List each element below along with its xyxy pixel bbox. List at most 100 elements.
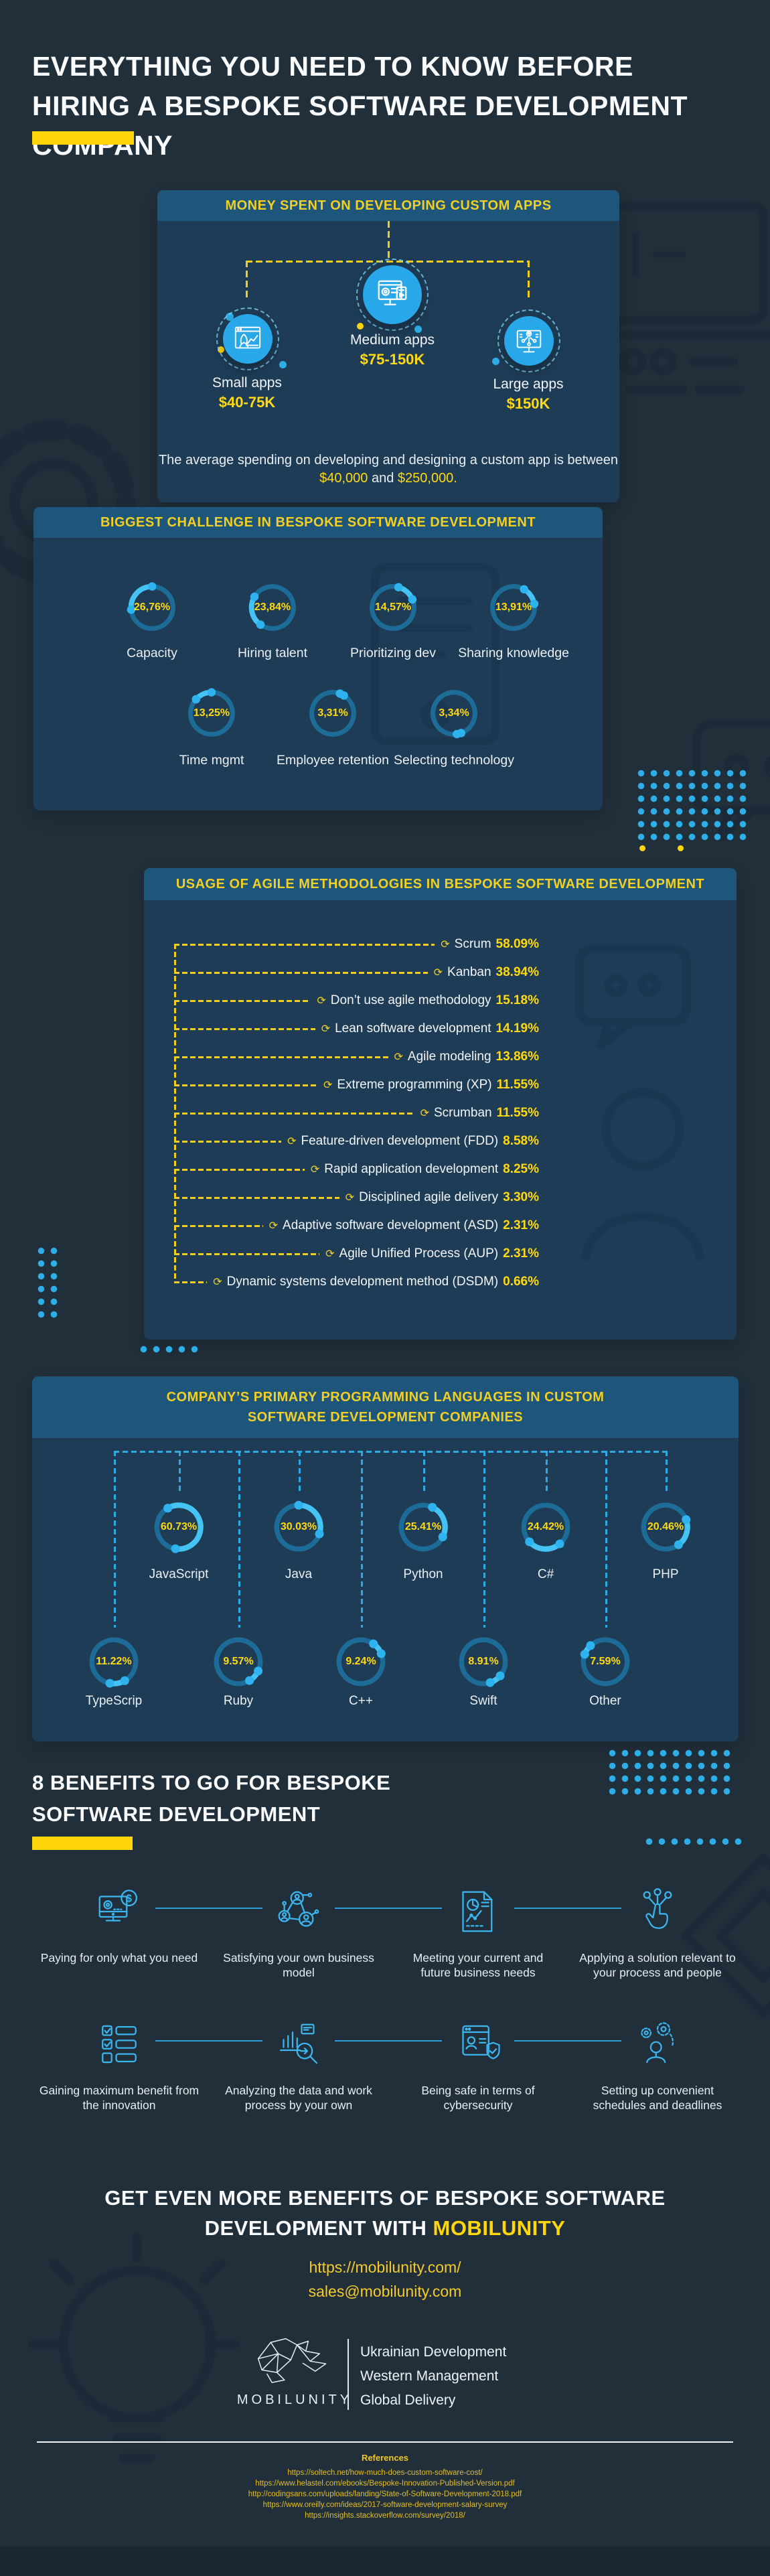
challenge-donut-value: 13,91% [495, 601, 532, 613]
agile-value: 11.55% [496, 1078, 539, 1092]
agile-label: Scrum [454, 937, 491, 951]
donut-ring [369, 583, 417, 632]
agile-row: ⟳ Adaptive software development (ASD) 2.… [174, 1217, 539, 1234]
challenge-donut: 14,57% [362, 576, 425, 639]
logo-tagline: Western Management [360, 2368, 499, 2384]
donut-ring [187, 688, 236, 737]
agile-label: Lean software development [335, 1021, 491, 1035]
agile-value: 15.18% [495, 993, 539, 1007]
security-shield-icon [398, 2017, 558, 2068]
language-label: C++ [349, 1694, 373, 1708]
dashed-connector [246, 261, 248, 299]
refresh-icon: ⟳ [213, 1275, 222, 1288]
agile-label: Adaptive software development (ASD) [283, 1218, 499, 1232]
language-label: C# [537, 1567, 554, 1581]
dashed-connector [114, 1451, 666, 1453]
challenge-label: Selecting technology [394, 753, 514, 768]
email-link[interactable]: sales@mobilunity.com [308, 2283, 462, 2300]
agile-panel: USAGE OF AGILE METHODOLOGIES IN BESPOKE … [144, 868, 737, 1340]
agile-label: Scrumban [433, 1106, 492, 1120]
small-apps-circle [216, 307, 279, 370]
language-donut: 25.41% [390, 1494, 456, 1560]
agile-value: 38.94% [495, 965, 539, 979]
small-app-rocket-icon [223, 314, 273, 364]
refresh-icon: ⟳ [325, 1247, 335, 1260]
money-note-and: and [368, 471, 398, 486]
money-note-line2: $40,000 and $250,000. [157, 471, 619, 486]
logo-tagline: Global Delivery [360, 2392, 456, 2408]
challenge-donut: 23,84% [241, 576, 304, 639]
dashed-connector [174, 1281, 208, 1283]
decor-dot [492, 358, 499, 365]
benefit-label: Satisfying your own business model [223, 1951, 374, 1979]
reference-link[interactable]: https://www.helastel.com/ebooks/Bespoke-… [255, 2480, 515, 2488]
agile-value: 13.86% [495, 1050, 539, 1064]
benefit-connector-line [514, 1908, 621, 1909]
language-donut: 30.03% [266, 1494, 331, 1560]
refresh-icon: ⟳ [323, 1078, 333, 1091]
benefit-connector-line [335, 2040, 442, 2042]
benefit-item: $ Paying for only what you need [39, 1885, 200, 1965]
decor-dot-grid [643, 1835, 745, 1848]
language-donut-value: 8.91% [468, 1656, 499, 1667]
language-donut-value: 60.73% [160, 1521, 198, 1532]
agile-row: ⟳ Lean software development 14.19% [174, 1020, 539, 1037]
dashed-connector [179, 1451, 181, 1493]
reference-link[interactable]: https://soltech.net/how-much-does-custom… [287, 2469, 483, 2477]
hand-click-icon [577, 1885, 738, 1936]
reference-link[interactable]: https://insights.stackoverflow.com/surve… [305, 2512, 465, 2520]
language-donut: 11.22% [81, 1629, 147, 1695]
decor-dot [357, 323, 364, 330]
agile-row: ⟳ Extreme programming (XP) 11.55% [174, 1076, 539, 1094]
agile-row: ⟳ Don’t use agile methodology 15.18% [174, 992, 539, 1009]
agile-row: ⟳ Rapid application development 8.25% [174, 1161, 539, 1178]
language-donut-value: 7.59% [590, 1656, 621, 1667]
data-analysis-icon [218, 2017, 379, 2068]
language-donut-value: 24.42% [527, 1521, 564, 1532]
benefit-item: Analyzing the data and work process by y… [218, 2017, 379, 2113]
website-link[interactable]: https://mobilunity.com/ [309, 2259, 461, 2276]
dashed-connector [605, 1451, 607, 1628]
agile-value: 0.66% [503, 1275, 539, 1289]
challenge-donut-value: 13,25% [193, 707, 230, 719]
dashed-connector [388, 221, 390, 263]
language-donut-value: 30.03% [280, 1521, 317, 1532]
benefit-item: Gaining maximum benefit from the innovat… [39, 2017, 200, 2113]
donut-ring [336, 1637, 386, 1687]
benefit-item: Applying a solution relevant to your pro… [577, 1885, 738, 1980]
refresh-icon: ⟳ [394, 1050, 403, 1063]
dashed-connector [666, 1451, 668, 1493]
benefit-label: Meeting your current and future business… [412, 1951, 544, 1979]
reference-link[interactable]: http://codingsans.com/uploads/landing/St… [248, 2490, 522, 2498]
benefit-connector-line [335, 1908, 442, 1909]
dashed-connector [546, 1451, 548, 1493]
challenge-donut-value: 3,31% [317, 707, 348, 719]
money-item-label: Large apps [493, 376, 564, 392]
people-network-icon [218, 1885, 379, 1936]
agile-panel-header: USAGE OF AGILE METHODOLOGIES IN BESPOKE … [144, 868, 737, 900]
agile-label: Disciplined agile delivery [359, 1190, 499, 1204]
agile-row: ⟳ Kanban 38.94% [174, 964, 539, 981]
dashed-connector [174, 943, 435, 946]
dashed-connector [174, 999, 311, 1002]
chat-person-watermark [559, 928, 726, 1307]
donut-ring [154, 1502, 204, 1553]
reference-link[interactable]: https://www.oreilly.com/ideas/2017-softw… [262, 2501, 508, 2509]
dashed-connector [174, 971, 428, 974]
agile-row: ⟳ Feature-driven development (FDD) 8.58% [174, 1133, 539, 1150]
dashed-connector [174, 1112, 414, 1115]
language-label: PHP [652, 1567, 679, 1581]
large-apps-circle [497, 309, 560, 372]
footer-divider [37, 2441, 733, 2443]
decor-dot [414, 326, 422, 333]
agile-value: 3.30% [503, 1190, 539, 1204]
donut-ring [641, 1502, 691, 1552]
refresh-icon: ⟳ [345, 1191, 355, 1204]
dashed-connector [238, 1451, 240, 1628]
challenge-donut: 13,91% [482, 576, 545, 639]
benefit-label: Analyzing the data and work process by y… [225, 2084, 372, 2112]
refresh-icon: ⟳ [420, 1106, 429, 1119]
challenge-label: Sharing knowledge [458, 646, 569, 660]
benefit-connector-line [514, 2040, 621, 2042]
